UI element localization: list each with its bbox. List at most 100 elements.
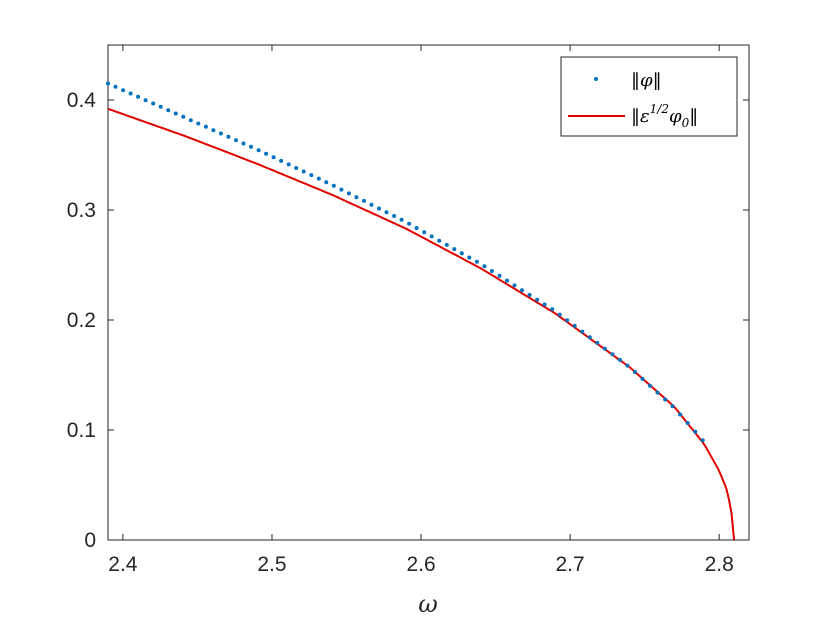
series-dot-phi [279, 158, 284, 163]
legend-label-series-1: ‖φ‖ [631, 70, 662, 91]
series-dot-phi [572, 323, 577, 328]
series-dot-phi [550, 307, 555, 312]
series-dot-phi [362, 198, 366, 203]
series-dot-phi [354, 195, 359, 200]
series-dot-phi [617, 357, 622, 362]
series-dot-phi [128, 91, 133, 96]
series-dot-phi [482, 264, 487, 269]
series-dot-phi [648, 383, 652, 388]
series-dot-phi [444, 242, 449, 247]
series-dot-phi [407, 221, 412, 226]
series-dot-phi [625, 363, 630, 368]
series-dot-phi [693, 429, 698, 434]
series-dot-phi [489, 269, 494, 273]
series-dot-phi [565, 318, 570, 323]
series-dot-phi [324, 180, 329, 185]
legend-marker-series-1 [594, 77, 598, 81]
series-dot-phi [399, 217, 404, 222]
series-dot-phi [249, 144, 253, 149]
series-dot-phi [264, 151, 269, 156]
series-dot-phi [316, 176, 321, 181]
series-dot-phi [339, 187, 344, 192]
series-dot-phi [286, 162, 291, 167]
series-dot-phi [166, 108, 171, 113]
series-dot-phi [595, 340, 600, 345]
series-line-eps-phi0 [107, 107, 736, 541]
series-dot-phi [535, 297, 540, 302]
series-dot-phi [587, 335, 592, 340]
series-dot-phi [158, 104, 163, 109]
series-dot-phi [151, 101, 156, 106]
series-dot-phi [181, 114, 186, 119]
y-tick-label: 0.3 [67, 199, 96, 222]
series-dot-phi [136, 94, 141, 99]
x-tick-label: 2.7 [556, 553, 585, 576]
x-axis-label: ω [418, 590, 438, 618]
series-dot-phi [188, 118, 193, 123]
series-dot-phi [211, 128, 216, 133]
series-dot-phi [474, 259, 479, 264]
x-tick-label: 2.5 [257, 553, 286, 576]
series-dot-phi [271, 155, 276, 160]
series-dot-phi [520, 288, 524, 293]
series-dot-phi [437, 238, 442, 243]
series-dot-phi [331, 183, 336, 188]
series-dot-phi [377, 206, 381, 211]
series-dot-phi [610, 352, 615, 357]
series-dot-phi [685, 421, 690, 425]
series-dot-phi [384, 210, 389, 215]
series-dot-phi [294, 166, 299, 170]
series-dot-phi [512, 283, 517, 288]
x-tick-label: 2.6 [406, 553, 435, 576]
series-dot-phi [580, 329, 585, 334]
series-dot-phi [663, 397, 668, 402]
series-dot-phi [422, 230, 427, 235]
series-dot-phi [602, 346, 607, 351]
series-dot-phi [309, 173, 314, 178]
y-tick-label: 0.4 [67, 89, 97, 112]
series-dot-phi [678, 412, 683, 417]
series-dot-phi [106, 81, 110, 86]
series-dot-phi [497, 273, 502, 278]
y-tick-label: 0.2 [67, 309, 96, 332]
series-dot-phi [542, 302, 547, 307]
series-dot-phi [429, 234, 434, 239]
series-dot-phi [640, 376, 645, 381]
series-dot-phi [633, 370, 637, 374]
series-layer [106, 81, 736, 541]
series-dot-phi [527, 292, 532, 297]
series-dot-phi [459, 251, 464, 256]
series-dot-phi [452, 247, 457, 252]
series-dot-phi [557, 312, 562, 317]
series-dot-phi [655, 390, 660, 395]
series-dot-phi [234, 138, 238, 143]
series-dot-phi [218, 131, 223, 136]
series-dot-phi [226, 134, 231, 139]
series-dot-phi [196, 121, 201, 126]
y-tick-label: 0 [84, 529, 96, 552]
y-tick-label: 0.1 [67, 419, 96, 442]
series-dot-phi [505, 278, 509, 283]
series-dot-phi [700, 438, 705, 443]
series-dot-phi [346, 191, 351, 196]
series-dot-phi [670, 404, 675, 409]
ticks-layer: 2.4 2.5 2.6 2.7 2.8 0 0.1 0.2 0.3 0.4 [67, 45, 749, 576]
series-dot-phi [113, 84, 118, 89]
series-dot-phi [256, 148, 261, 153]
series-dot-phi [392, 214, 397, 218]
series-dot-phi [369, 202, 374, 207]
legend-box [560, 56, 738, 137]
series-dot-phi [203, 124, 208, 129]
series-dot-phi [173, 111, 178, 116]
series-dot-phi [414, 226, 419, 230]
x-tick-label: 2.8 [705, 553, 734, 576]
series-dot-phi [241, 141, 246, 146]
legend: ‖φ‖ ‖ε1/2φ0‖ [560, 56, 738, 137]
legend-label-series-2: ‖ε1/2φ0‖ [631, 102, 698, 130]
series-dot-phi [467, 255, 472, 260]
series-dot-phi [121, 88, 126, 93]
series-dot-phi [301, 169, 306, 174]
series-dot-phi [143, 98, 148, 103]
x-tick-label: 2.4 [108, 553, 138, 576]
